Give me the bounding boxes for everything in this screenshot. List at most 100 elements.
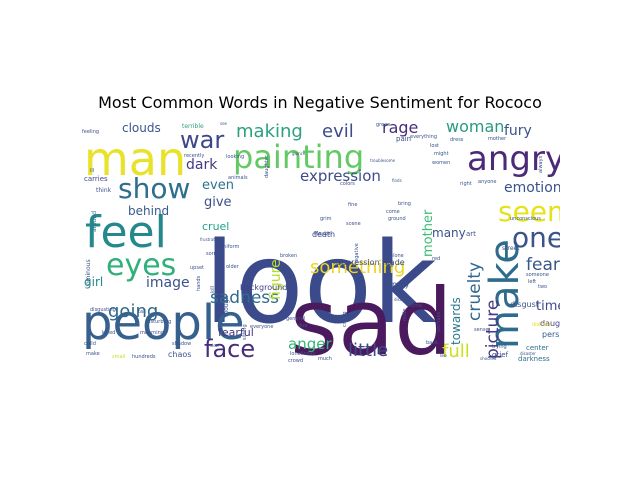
word-ground: ground — [388, 216, 406, 222]
word-clouds: clouds — [122, 121, 161, 135]
word-two: two — [538, 284, 547, 290]
word-fear: fear — [526, 255, 560, 275]
word-background: background — [240, 283, 287, 292]
word-looking: looking — [226, 154, 244, 160]
word-grim: grim — [320, 216, 332, 222]
word-home: home — [408, 303, 422, 309]
word-though: though — [223, 296, 230, 317]
word-terrible: terrible — [182, 123, 204, 130]
word-angry: angry — [467, 139, 560, 179]
word-tall: tall — [138, 309, 146, 315]
word-carries: carries — [84, 175, 108, 183]
word-woman: woman — [446, 117, 504, 136]
word-see: see — [220, 121, 228, 126]
word-something: something — [310, 257, 405, 278]
word-disgusting: disgusting — [90, 307, 116, 313]
word-perhaps: perhaps — [436, 311, 442, 332]
word-small: small — [112, 354, 125, 360]
word-may: may — [392, 280, 410, 289]
word-around: around — [91, 211, 98, 232]
word-hands: hands — [196, 275, 202, 291]
word-always: always — [538, 155, 544, 173]
word-making: making — [236, 121, 303, 142]
word-one: one — [512, 221, 560, 254]
word-hundreds: hundreds — [132, 354, 156, 360]
word-behind: behind — [128, 204, 169, 218]
word-street: street — [502, 245, 520, 252]
word-back: back — [426, 340, 438, 346]
word-people: people — [82, 295, 245, 351]
word-much: much — [318, 356, 332, 362]
word-fine: fine — [348, 202, 357, 208]
word-center: center — [526, 344, 549, 352]
word-cruel: cruel — [202, 220, 229, 233]
word-crying: crying — [342, 312, 348, 328]
word-glance: glance — [292, 151, 306, 156]
word-fearful: fearful — [218, 326, 254, 339]
word-everyone: everyone — [250, 324, 273, 330]
word-red: red — [432, 256, 440, 262]
word-shadow: shadow — [172, 341, 191, 347]
word-due: due — [298, 323, 307, 329]
word-fall: fall — [386, 263, 394, 269]
word-bring: bring — [398, 201, 411, 207]
word-sorrow: sorrow — [206, 251, 223, 257]
word-darkness: darkness — [518, 355, 550, 363]
word-unconscious: unconscious — [510, 216, 541, 222]
word-mother: mother — [421, 209, 436, 257]
word-many: many — [432, 226, 466, 240]
word-right: right — [460, 181, 472, 187]
word-image: image — [146, 275, 190, 291]
word-older: older — [226, 264, 240, 270]
word-disgust: disgust — [510, 300, 539, 309]
word-cruelty: cruelty — [465, 262, 485, 321]
word-general: general — [286, 316, 305, 322]
word-child: child — [84, 341, 96, 347]
word-distress: distress — [532, 322, 552, 328]
word-fury: fury — [504, 123, 532, 139]
word-time: time — [536, 299, 560, 314]
word-emotion: emotion — [504, 180, 560, 196]
word-slow: slow — [210, 343, 220, 348]
word-painting: painting — [233, 138, 364, 176]
word-anger: anger — [288, 335, 332, 353]
word-disturbing: disturbing — [146, 319, 171, 325]
word-art: art — [466, 230, 476, 238]
word-crowd: crowd — [288, 358, 303, 363]
word-uniform: uniform — [220, 244, 240, 250]
word-going: going — [108, 301, 158, 322]
word-sad: sad — [290, 269, 453, 363]
word-left: left — [528, 279, 536, 285]
word-come: come — [386, 209, 400, 215]
word-death: death — [312, 230, 335, 239]
word-pain: pain — [396, 135, 411, 143]
word-ominous: ominous — [85, 259, 92, 285]
word-full: full — [442, 341, 470, 362]
chart-title: Most Common Words in Negative Sentiment … — [98, 93, 542, 112]
word-maybe: Maybe — [314, 231, 331, 237]
word-show: show — [118, 172, 190, 205]
word-towards: towards — [449, 297, 463, 345]
word-eyes: eyes — [106, 248, 176, 283]
word-animals: animals — [228, 175, 248, 181]
word-make: make — [482, 239, 528, 349]
word-face: face — [204, 335, 255, 363]
word-feeling: feeling — [82, 129, 99, 135]
word-alone: alone — [390, 253, 404, 259]
word-trying: trying — [492, 344, 507, 350]
word-loneliness: loneliness — [290, 351, 315, 357]
word-mother: mother — [488, 136, 507, 142]
word-nude: nude — [402, 308, 408, 321]
word-give: give — [204, 195, 232, 210]
word-green: green — [376, 122, 390, 128]
word-shocked: shocked — [480, 356, 497, 361]
word-disaster: disaster — [520, 351, 536, 356]
word-feel: feel — [85, 207, 167, 258]
word-grief: grief — [492, 351, 509, 359]
word-sadness: sadness — [210, 288, 279, 308]
word-troublesome: troublesome — [370, 158, 396, 163]
word-expression: expression — [300, 167, 381, 185]
word-chaos: chaos — [168, 350, 191, 359]
word-daughter: daughter — [264, 154, 270, 178]
